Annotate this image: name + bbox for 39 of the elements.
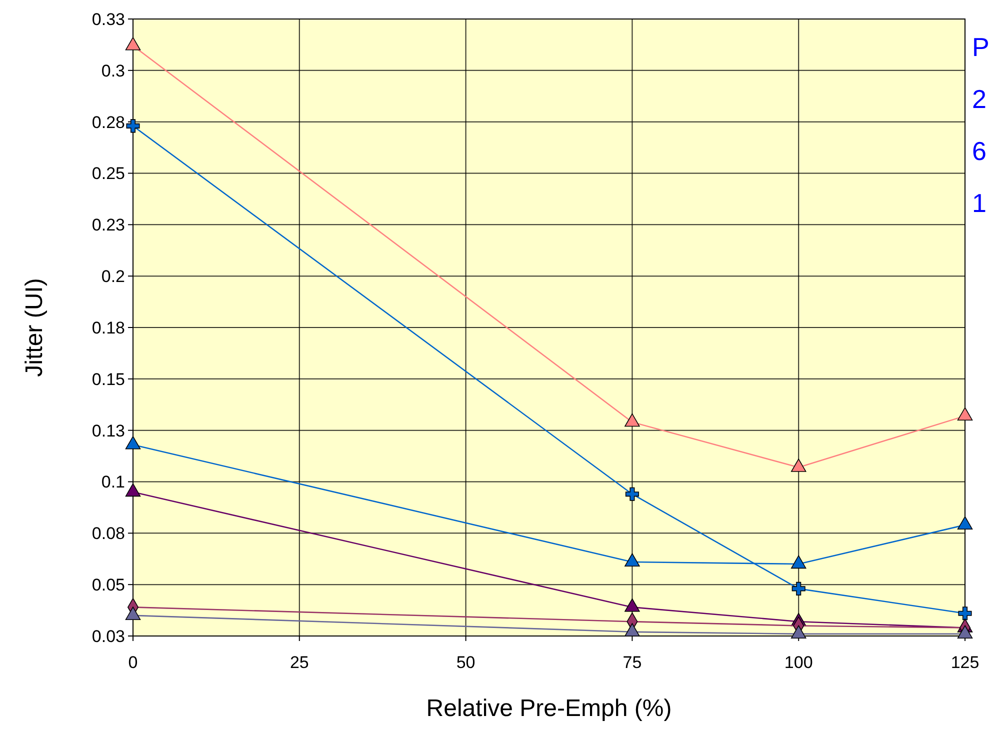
y-tick-label: 0.33 [92,10,125,29]
point [125,483,141,497]
text: 1 [972,188,986,218]
point [624,623,640,636]
point [624,413,640,427]
y-axis-title: Jitter (UI) [21,278,48,377]
y-tick-label: 0.08 [92,524,125,544]
point [790,458,806,472]
point [790,555,806,569]
x-tick-label: 25 [290,653,309,672]
y-tick-label: 0.3 [101,61,125,80]
y-tick-label: 0.2 [101,267,125,286]
y-tick-label: 0.28 [92,112,125,132]
y-tick-label: 0.23 [92,216,125,235]
point [957,407,973,420]
y-tick-label: 0.25 [92,164,125,184]
point [624,598,640,612]
x-axis-title: Relative Pre-Emph (%) [426,695,672,722]
point [790,625,806,639]
point [125,606,141,620]
y-tick-label: 0.18 [92,318,125,338]
point [957,625,973,639]
point [957,516,973,530]
x-tick-label: 50 [456,653,476,672]
x-tick-label: 0 [128,653,138,672]
point [624,553,640,567]
y-tick-label: 0.03 [92,626,125,646]
x-tick-label: 100 [784,653,813,672]
text: 2 [972,84,986,114]
text: P [972,32,990,62]
x-tick-label: 75 [622,653,642,672]
text: 6 [972,136,986,166]
y-tick-label: 0.1 [101,472,125,492]
x-tick-label: 125 [950,653,980,672]
point [125,436,141,450]
point [125,37,141,50]
y-tick-label: 0.15 [92,370,125,389]
y-tick-label: 0.13 [92,421,125,440]
y-tick-label: 0.05 [92,576,125,595]
